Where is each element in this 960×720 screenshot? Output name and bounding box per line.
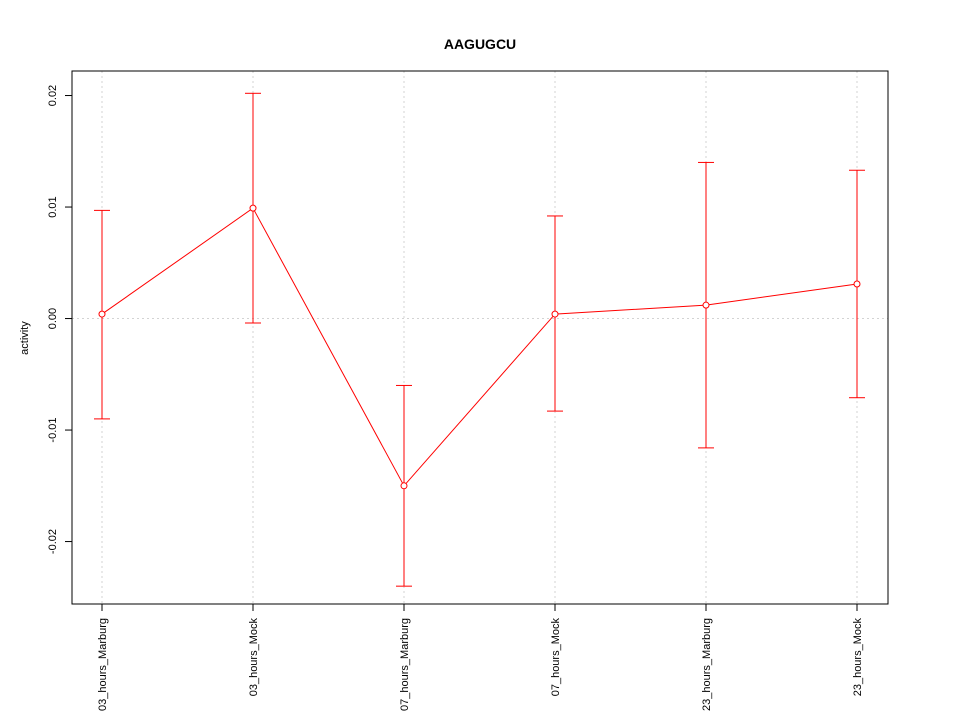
series-layer [94, 92, 865, 587]
data-point [400, 482, 408, 490]
x-tick-label: 07_hours_Marburg [399, 618, 411, 711]
series-line [101, 207, 858, 487]
y-tick-label: 0.01 [47, 196, 59, 217]
y-tick-label: -0.02 [47, 529, 59, 554]
data-point [249, 204, 257, 212]
data-point [702, 301, 710, 309]
y-axis: -0.02 -0.01 0.00 0.01 0.02 [47, 85, 72, 554]
x-axis: 03_hours_Marburg 03_hours_Mock 07_hours_Ma… [97, 604, 864, 711]
x-tick-label: 03_hours_Mock [248, 618, 260, 697]
chart-title: AAGUGCU [444, 36, 516, 52]
plot-frame [71, 70, 889, 605]
y-tick-label: 0.02 [47, 85, 59, 106]
x-tick-label: 07_hours_Mock [550, 618, 562, 697]
grid-layer [72, 71, 888, 604]
x-tick-label: 23_hours_Mock [852, 618, 864, 697]
y-tick-label: -0.01 [47, 418, 59, 443]
x-tick-label: 23_hours_Marburg [701, 618, 713, 711]
data-point [853, 280, 861, 288]
y-tick-label: 0.00 [47, 308, 59, 329]
data-point [98, 310, 106, 318]
data-point [551, 310, 559, 318]
y-axis-label: activity [19, 321, 31, 355]
x-tick-label: 03_hours_Marburg [97, 618, 109, 711]
